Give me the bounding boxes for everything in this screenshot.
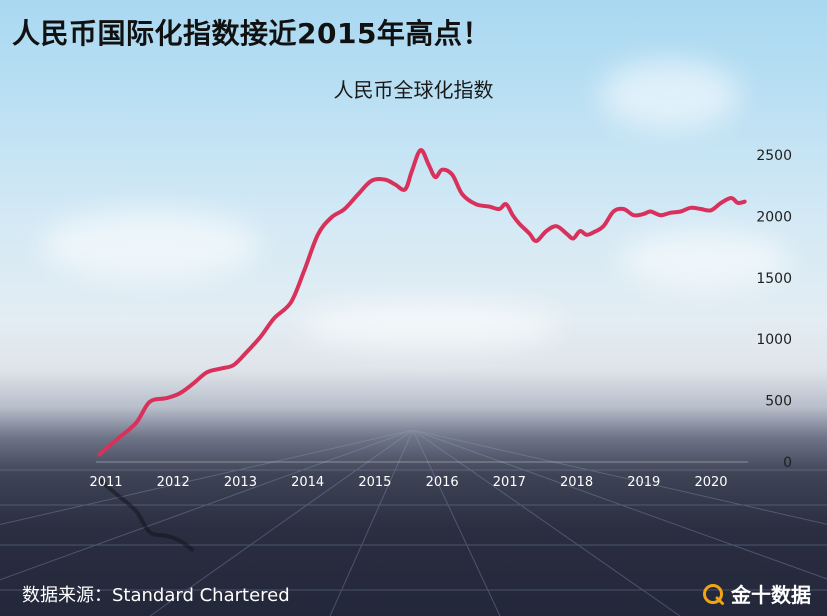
x-tick-label: 2013: [224, 475, 257, 490]
x-tick-label: 2014: [291, 475, 324, 490]
brand-q-icon: [703, 583, 724, 605]
y-tick-label: 2500: [756, 148, 792, 164]
perspective-floor: [0, 430, 827, 616]
y-tick-label: 0: [783, 455, 792, 471]
y-tick-label: 2000: [756, 209, 792, 225]
cloud-decoration: [600, 60, 740, 130]
y-tick-label: 500: [765, 394, 792, 410]
x-tick-label: 2016: [426, 475, 459, 490]
x-axis-ticks: 2011 2012 2013 2014 2015 2016 2017 2018 2019 2020: [89, 475, 727, 490]
x-tick-label: 2019: [627, 475, 660, 490]
series-group: [97, 148, 747, 457]
x-tick-label: 2017: [493, 475, 526, 490]
series-line: [97, 148, 747, 457]
cloud-decoration: [300, 300, 560, 350]
brand-logo: 金十数据: [701, 579, 811, 608]
cloud-decoration: [40, 210, 260, 280]
page-title: 人民币国际化指数接近2015年高点！: [12, 17, 491, 50]
x-tick-label: 2012: [157, 475, 190, 490]
line-reflection: [97, 477, 195, 553]
series-reflection: [97, 477, 195, 553]
x-tick-label: 2020: [694, 475, 727, 490]
brand-name: 金十数据: [731, 583, 811, 607]
source-note: 数据来源：Standard Chartered: [22, 585, 290, 606]
y-tick-label: 1000: [756, 332, 792, 348]
chart-title: 人民币全球化指数: [333, 78, 494, 102]
y-tick-label: 1500: [756, 271, 792, 287]
x-tick-label: 2018: [560, 475, 593, 490]
x-tick-label: 2015: [358, 475, 391, 490]
x-tick-label: 2011: [89, 475, 122, 490]
cloud-decoration: [620, 230, 790, 290]
y-axis-ticks: 0 500 1000 1500 2000 2500: [756, 148, 792, 471]
